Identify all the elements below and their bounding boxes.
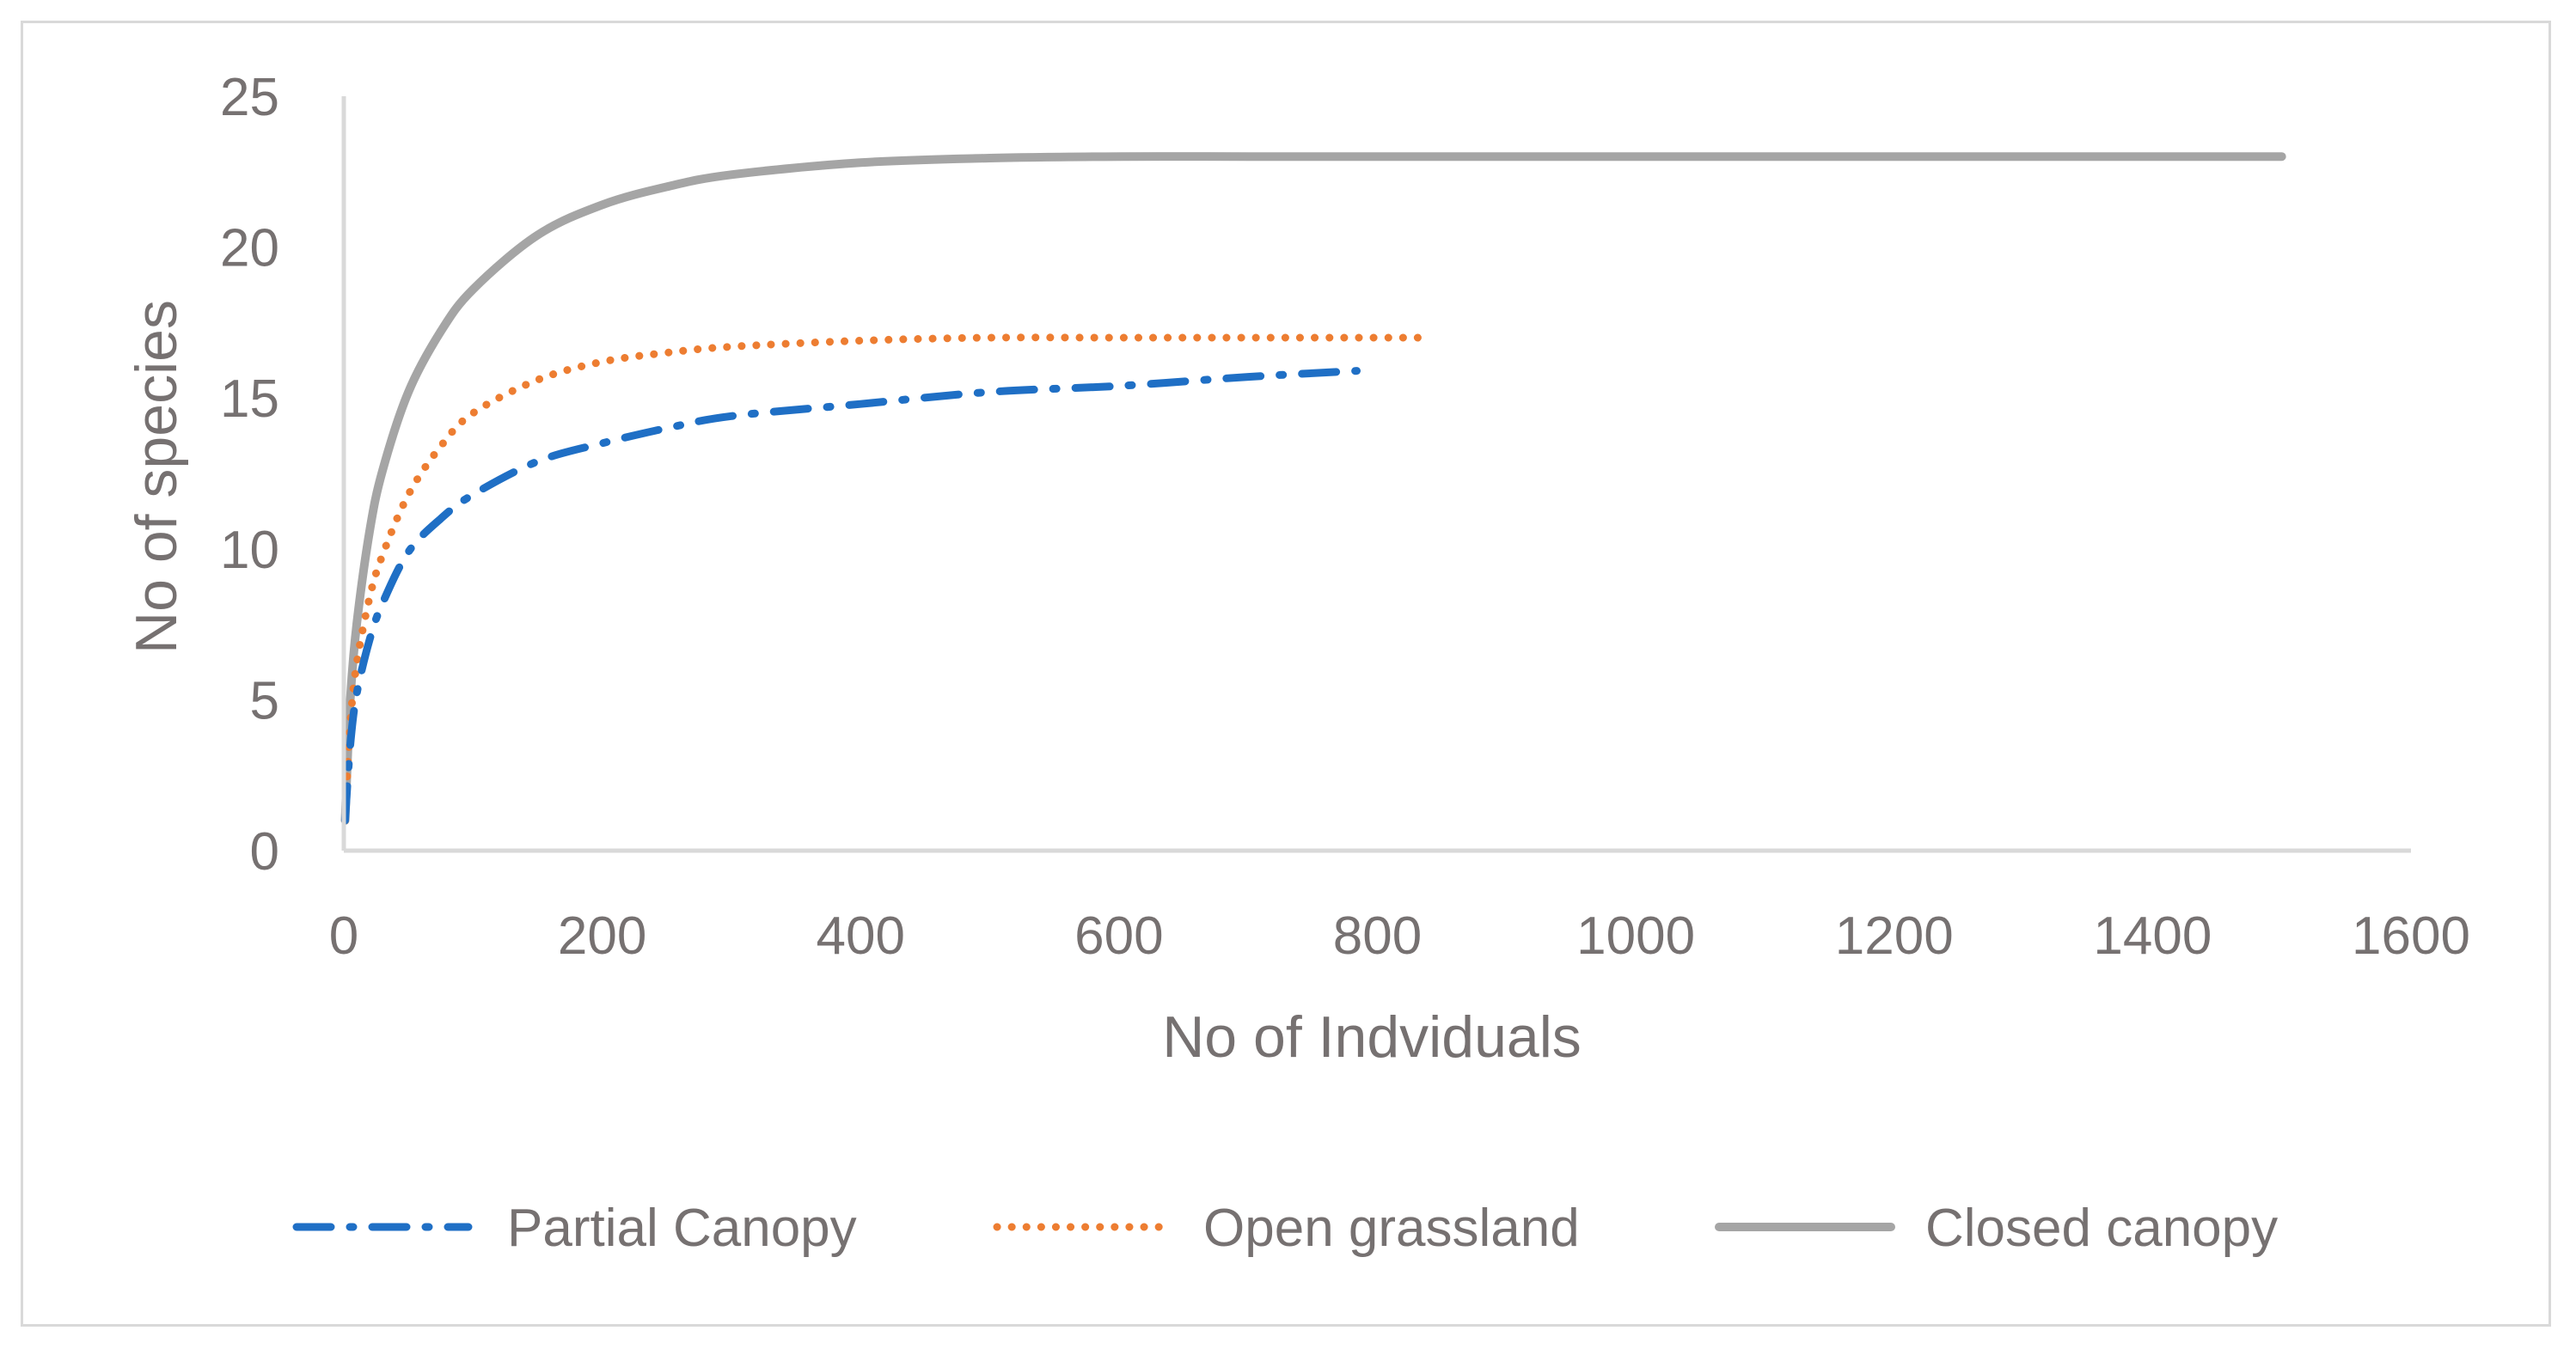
x-tick-labels: 0 200 400 600 800 1000 1200 1400 1600 <box>329 906 2470 966</box>
axes <box>341 96 2411 853</box>
y-tick-label: 10 <box>220 521 279 580</box>
x-tick-label: 0 <box>329 906 358 966</box>
x-tick-label: 800 <box>1333 906 1422 966</box>
chart-frame <box>21 21 2551 1327</box>
x-tick-label: 200 <box>558 906 646 966</box>
series-line-closed-canopy <box>340 152 2286 825</box>
x-tick-label: 1600 <box>2352 906 2470 966</box>
x-tick-label: 1400 <box>2093 906 2212 966</box>
legend-label: Open grassland <box>1203 1199 1580 1258</box>
x-tick-label: 1200 <box>1835 906 1954 966</box>
series-lines <box>340 152 2286 825</box>
x-axis-title: No of Indviduals <box>1162 1004 1582 1070</box>
y-axis-title: No of species <box>124 300 189 654</box>
y-tick-label: 15 <box>220 369 279 429</box>
x-tick-label: 400 <box>817 906 905 966</box>
y-tick-label: 0 <box>250 822 279 882</box>
x-tick-label: 1000 <box>1576 906 1695 966</box>
y-tick-labels: 0 5 10 15 20 25 <box>220 68 279 882</box>
y-tick-label: 5 <box>250 671 279 730</box>
y-tick-label: 25 <box>220 68 279 127</box>
legend-label: Closed canopy <box>1925 1199 2278 1258</box>
series-line-open-grassland <box>341 333 1434 825</box>
legend: Partial Canopy Open grassland Closed canop… <box>292 1199 2278 1258</box>
series-line-partial-canopy <box>341 367 1361 825</box>
x-tick-label: 600 <box>1074 906 1163 966</box>
y-tick-label: 20 <box>220 219 279 278</box>
legend-label: Partial Canopy <box>507 1199 857 1258</box>
